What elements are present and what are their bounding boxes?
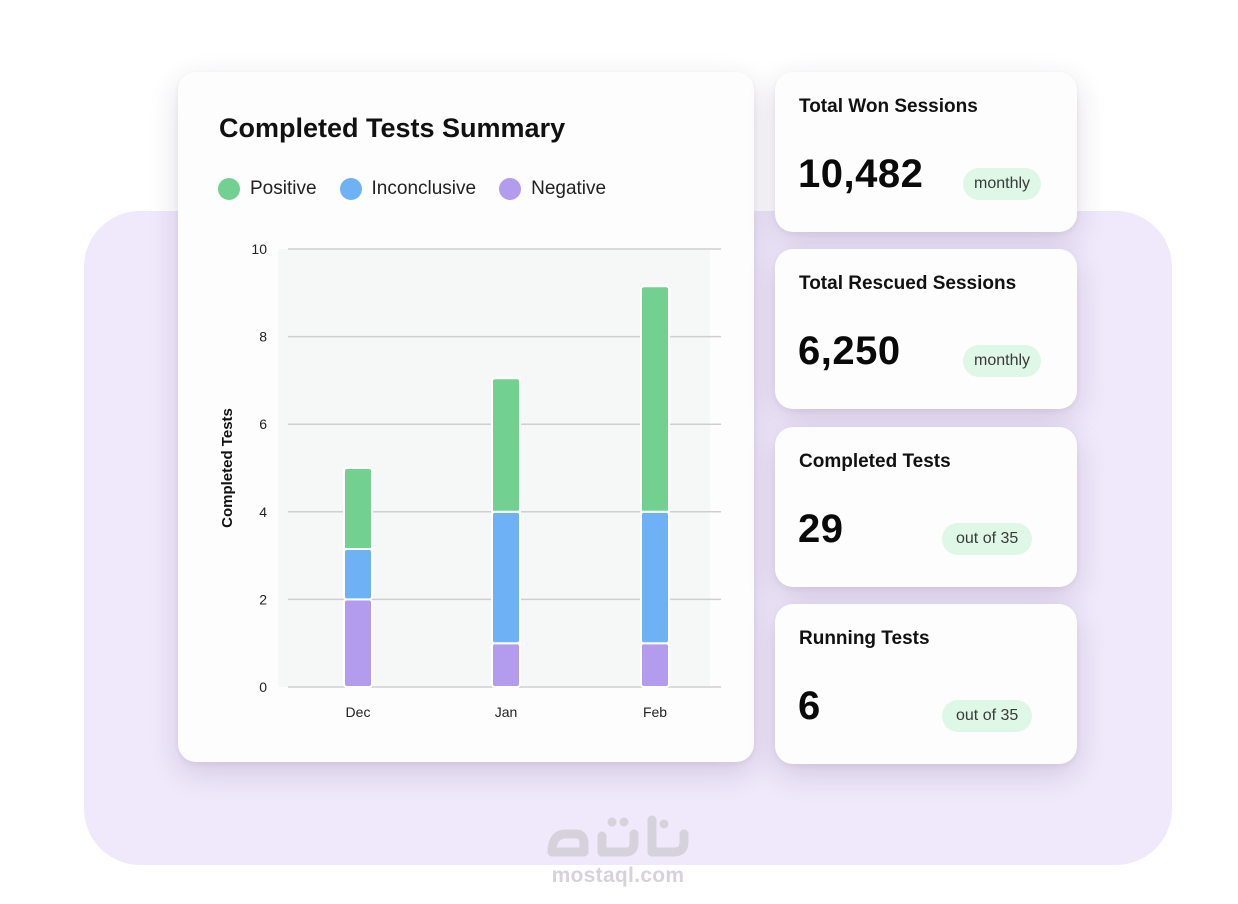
y-tick-label: 8 — [259, 329, 267, 345]
legend-label-negative: Negative — [531, 178, 607, 199]
stat-title: Total Rescued Sessions — [799, 273, 1017, 294]
legend-item-positive: Positive — [218, 178, 317, 200]
y-tick-label: 2 — [259, 591, 267, 607]
stat-value: 6 — [798, 684, 821, 728]
x-tick-label: Feb — [643, 704, 667, 720]
x-tick-label: Jan — [495, 704, 518, 720]
chart-title: Completed Tests Summary — [219, 113, 566, 143]
period-badge: monthly — [963, 168, 1042, 200]
legend-dot-inconclusive — [339, 178, 362, 200]
bar-segment-negative — [343, 598, 373, 689]
chart-legend: Positive Inconclusive Negative — [218, 178, 606, 200]
y-axis-label: Completed Tests — [219, 408, 236, 528]
bar-segment-positive — [343, 467, 373, 551]
legend-dot-positive — [218, 178, 240, 200]
stat-title: Running Tests — [799, 628, 930, 649]
bar-segment-positive — [640, 285, 670, 513]
legend-label-positive: Positive — [250, 178, 317, 199]
legend-item-inconclusive: Inconclusive — [339, 178, 477, 200]
stat-card-won-sessions: Total Won Sessions 10,482 monthly — [775, 72, 1077, 232]
stat-value: 6,250 — [798, 329, 901, 373]
stat-title: Total Won Sessions — [799, 96, 978, 117]
watermark: mostaql.com — [542, 812, 694, 888]
total-badge: out of 35 — [942, 700, 1033, 732]
x-tick-label: Dec — [346, 704, 371, 720]
y-tick-label: 6 — [259, 416, 267, 432]
stat-value: 10,482 — [798, 152, 924, 196]
stat-value: 29 — [798, 507, 844, 551]
y-tick-label: 10 — [251, 241, 267, 257]
bar-segment-inconclusive — [640, 510, 670, 645]
mostaql-logo — [547, 815, 689, 857]
y-tick-label: 0 — [259, 679, 267, 695]
bar-segment-negative — [640, 642, 670, 689]
bar-segment-inconclusive — [491, 510, 521, 645]
stat-title: Completed Tests — [799, 451, 951, 472]
bar-segment-positive — [491, 377, 521, 513]
stacked-bar-chart: 0 2 4 6 8 10 Completed Tests Dec Jan Feb — [219, 241, 721, 720]
legend-item-negative: Negative — [499, 178, 606, 200]
legend-label-inconclusive: Inconclusive — [371, 178, 477, 199]
chart-card: Completed Tests Summary Positive Inconcl… — [178, 72, 754, 762]
total-badge: out of 35 — [942, 523, 1033, 555]
bar-segment-negative — [491, 642, 521, 689]
stat-card-running-tests: Running Tests 6 out of 35 — [775, 604, 1077, 764]
watermark-text: mostaql.com — [551, 864, 685, 887]
stat-card-completed-tests: Completed Tests 29 out of 35 — [775, 427, 1077, 587]
legend-dot-negative — [499, 178, 522, 200]
bar-segment-inconclusive — [343, 548, 373, 601]
period-badge: monthly — [963, 345, 1042, 377]
y-tick-label: 4 — [259, 504, 267, 520]
stat-card-rescued-sessions: Total Rescued Sessions 6,250 monthly — [775, 249, 1077, 409]
